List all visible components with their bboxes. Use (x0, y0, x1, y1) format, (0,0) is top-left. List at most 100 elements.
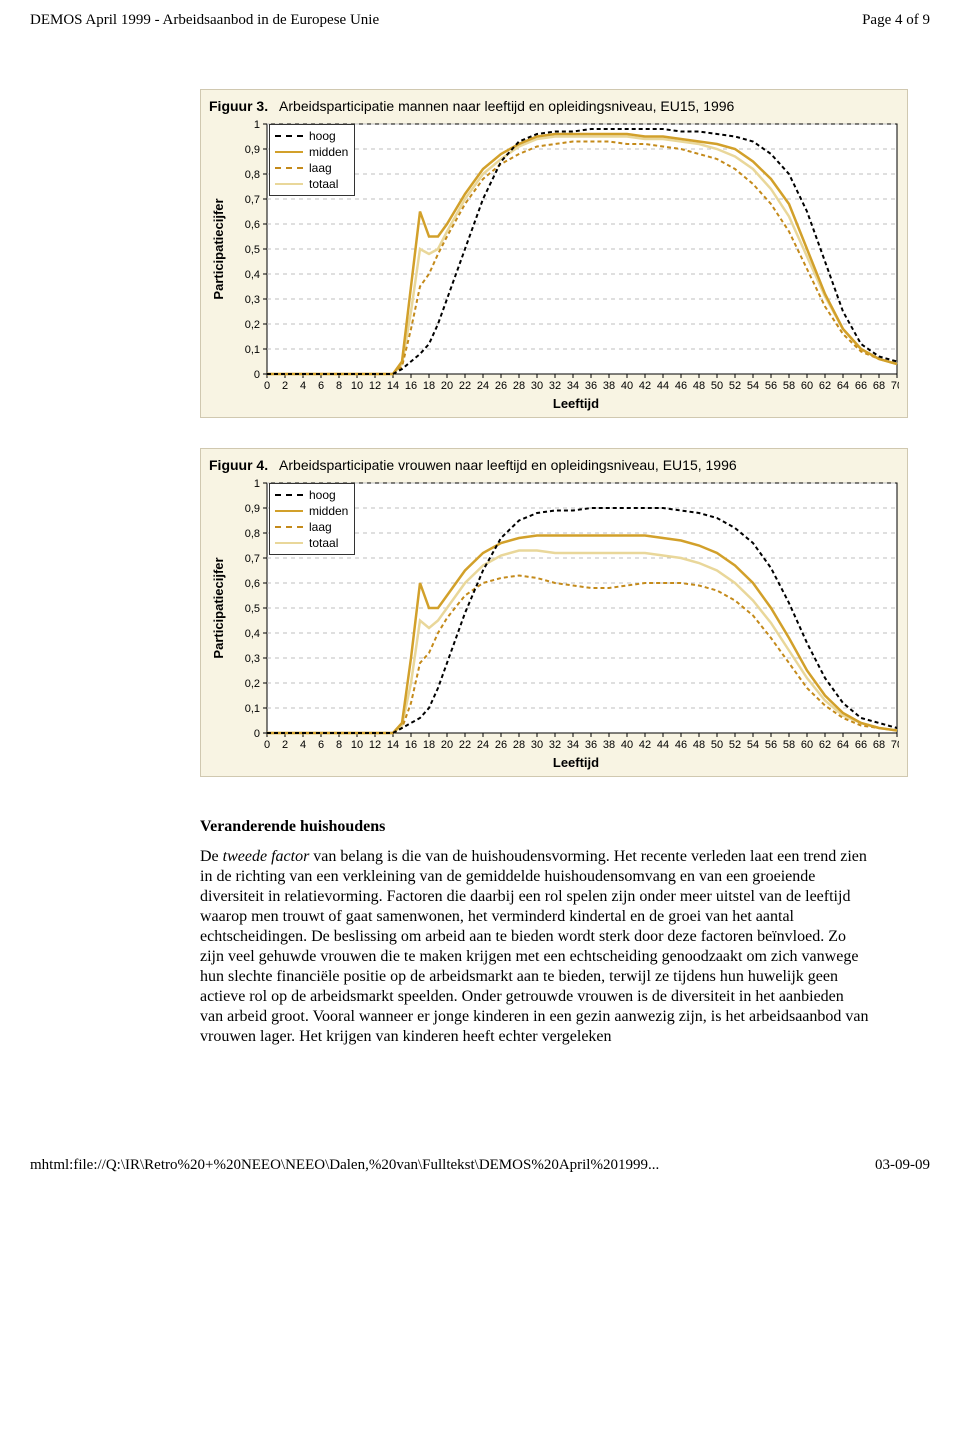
legend-swatch (275, 542, 303, 544)
svg-text:70: 70 (891, 739, 899, 751)
svg-text:24: 24 (477, 380, 489, 392)
figure-4-title: Figuur 4. Arbeidsparticipatie vrouwen na… (209, 457, 899, 473)
svg-text:0: 0 (254, 369, 260, 381)
svg-text:18: 18 (423, 739, 435, 751)
svg-text:16: 16 (405, 380, 417, 392)
svg-text:66: 66 (855, 380, 867, 392)
svg-text:10: 10 (351, 380, 363, 392)
legend-swatch (275, 183, 303, 185)
figure-3-title: Figuur 3. Arbeidsparticipatie mannen naa… (209, 98, 899, 114)
svg-text:38: 38 (603, 739, 615, 751)
legend-label: totaal (309, 536, 338, 550)
svg-text:0,1: 0,1 (245, 344, 260, 356)
legend-item-hoog: hoog (275, 487, 348, 503)
svg-text:32: 32 (549, 380, 561, 392)
svg-text:2: 2 (282, 739, 288, 751)
figure-3-legend: hoog middenlaagtotaal (269, 124, 355, 196)
svg-text:40: 40 (621, 380, 633, 392)
svg-text:0,7: 0,7 (245, 553, 260, 565)
svg-text:54: 54 (747, 380, 759, 392)
legend-label: midden (309, 145, 348, 159)
figure-3: Figuur 3. Arbeidsparticipatie mannen naa… (200, 89, 908, 418)
svg-text:42: 42 (639, 739, 651, 751)
figure-4-xlabel: Leeftijd (253, 755, 899, 770)
svg-text:12: 12 (369, 380, 381, 392)
svg-text:60: 60 (801, 739, 813, 751)
legend-label: hoog (309, 129, 336, 143)
figure-3-title-bold: Figuur 3. (209, 98, 268, 114)
legend-swatch (275, 135, 303, 137)
svg-text:0,5: 0,5 (245, 603, 260, 615)
figure-4-title-text: Arbeidsparticipatie vrouwen naar leeftij… (279, 457, 737, 473)
svg-text:0,1: 0,1 (245, 703, 260, 715)
svg-text:0,5: 0,5 (245, 244, 260, 256)
header-right: Page 4 of 9 (862, 12, 930, 29)
svg-text:4: 4 (300, 380, 306, 392)
legend-item-hoog: hoog (275, 128, 348, 144)
svg-text:0,6: 0,6 (245, 578, 260, 590)
legend-swatch (275, 510, 303, 512)
svg-text:0: 0 (264, 739, 270, 751)
svg-text:62: 62 (819, 739, 831, 751)
svg-text:0,7: 0,7 (245, 194, 260, 206)
figure-3-title-text: Arbeidsparticipatie mannen naar leeftijd… (279, 98, 734, 114)
legend-label: laag (309, 520, 332, 534)
svg-text:0,8: 0,8 (245, 528, 260, 540)
svg-text:54: 54 (747, 739, 759, 751)
legend-item-laag: laag (275, 519, 348, 535)
svg-text:0,3: 0,3 (245, 653, 260, 665)
legend-swatch (275, 151, 303, 153)
page: DEMOS April 1999 - Arbeidsaanbod in de E… (0, 0, 960, 1204)
svg-text:56: 56 (765, 380, 777, 392)
svg-text:68: 68 (873, 739, 885, 751)
svg-text:64: 64 (837, 380, 849, 392)
footer-left: mhtml:file://Q:\IR\Retro%20+%20NEEO\NEEO… (30, 1157, 659, 1174)
footer-right: 03-09-09 (875, 1157, 930, 1174)
svg-text:1: 1 (254, 120, 260, 131)
legend-item-midden: midden (275, 144, 348, 160)
figure-4-title-bold: Figuur 4. (209, 457, 268, 473)
svg-text:Participatiecijfer: Participatiecijfer (211, 557, 226, 658)
svg-text:20: 20 (441, 380, 453, 392)
svg-text:48: 48 (693, 380, 705, 392)
svg-text:36: 36 (585, 380, 597, 392)
svg-text:6: 6 (318, 380, 324, 392)
svg-text:34: 34 (567, 380, 579, 392)
svg-text:62: 62 (819, 380, 831, 392)
svg-text:30: 30 (531, 380, 543, 392)
header-left: DEMOS April 1999 - Arbeidsaanbod in de E… (30, 12, 379, 29)
svg-text:50: 50 (711, 380, 723, 392)
legend-item-midden: midden (275, 503, 348, 519)
figure-4-legend: hoog midden laag totaal (269, 483, 355, 555)
svg-text:20: 20 (441, 739, 453, 751)
svg-text:48: 48 (693, 739, 705, 751)
svg-text:2: 2 (282, 380, 288, 392)
svg-text:22: 22 (459, 739, 471, 751)
figure-3-xlabel: Leeftijd (253, 396, 899, 411)
svg-text:22: 22 (459, 380, 471, 392)
legend-item-totaal: totaal (275, 535, 348, 551)
svg-text:26: 26 (495, 739, 507, 751)
legend-label: hoog (309, 488, 336, 502)
svg-text:38: 38 (603, 380, 615, 392)
svg-text:1: 1 (254, 479, 260, 490)
svg-text:46: 46 (675, 380, 687, 392)
svg-text:4: 4 (300, 739, 306, 751)
svg-text:10: 10 (351, 739, 363, 751)
svg-text:0,2: 0,2 (245, 319, 260, 331)
legend-label: midden (309, 504, 348, 518)
svg-text:32: 32 (549, 739, 561, 751)
legend-item-totaal: totaal (275, 176, 348, 192)
svg-text:70: 70 (891, 380, 899, 392)
svg-text:64: 64 (837, 739, 849, 751)
legend-item-laag: laag (275, 160, 348, 176)
svg-text:52: 52 (729, 380, 741, 392)
page-header: DEMOS April 1999 - Arbeidsaanbod in de E… (30, 12, 930, 29)
svg-text:28: 28 (513, 380, 525, 392)
svg-text:Participatiecijfer: Participatiecijfer (211, 198, 226, 299)
svg-text:0,4: 0,4 (245, 628, 260, 640)
svg-text:24: 24 (477, 739, 489, 751)
svg-text:6: 6 (318, 739, 324, 751)
svg-text:40: 40 (621, 739, 633, 751)
svg-text:30: 30 (531, 739, 543, 751)
